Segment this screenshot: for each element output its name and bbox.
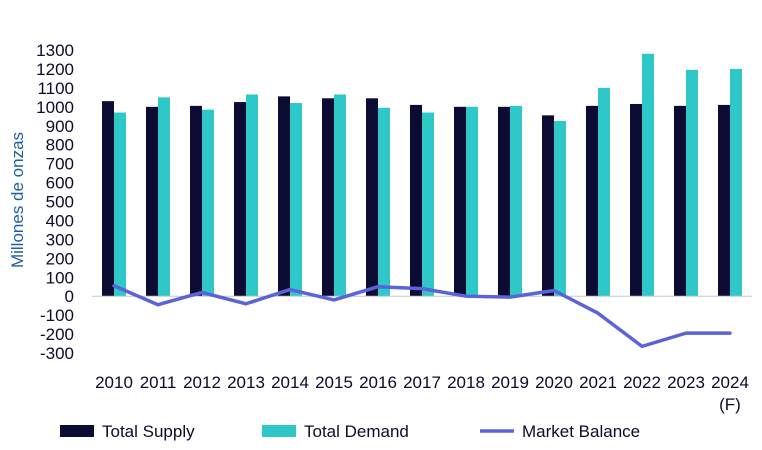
legend-label: Market Balance bbox=[522, 422, 640, 441]
y-tick-label: 900 bbox=[46, 117, 74, 136]
x-tick-label: 2010 bbox=[95, 373, 133, 392]
total-demand-bar bbox=[686, 69, 698, 297]
x-tick-label: 2022 bbox=[623, 373, 661, 392]
x-tick-label: 2011 bbox=[140, 373, 177, 392]
y-tick-label: 400 bbox=[46, 211, 74, 230]
total-demand-bar bbox=[642, 53, 654, 297]
x-axis-ticks: 2010 2011 2012 2013 2014 2015 2016 2017 2018 2019… bbox=[95, 373, 749, 414]
total-supply-bar bbox=[102, 101, 114, 297]
total-demand-bar bbox=[730, 68, 742, 297]
x-tick-label: 2024 bbox=[711, 373, 749, 392]
total-supply-bar bbox=[322, 98, 334, 297]
total-supply-bar bbox=[454, 106, 466, 297]
total-supply-bar bbox=[498, 106, 510, 297]
y-tick-label: 600 bbox=[46, 174, 74, 193]
total-demand-bar bbox=[510, 105, 522, 297]
total-supply-bar bbox=[718, 104, 730, 297]
legend-swatch bbox=[60, 425, 94, 437]
y-axis-ticks: -300-200-1000100200300400500600700800900… bbox=[36, 41, 74, 363]
total-supply-bar bbox=[146, 106, 158, 297]
x-tick-label: 2017 bbox=[403, 373, 441, 392]
bars bbox=[102, 53, 742, 297]
total-supply-bar bbox=[190, 105, 202, 297]
x-tick-label: 2012 bbox=[183, 373, 221, 392]
y-tick-label: -100 bbox=[40, 306, 74, 325]
x-tick-label: 2013 bbox=[227, 373, 265, 392]
total-supply-bar bbox=[278, 96, 290, 297]
x-tick-label: 2023 bbox=[667, 373, 705, 392]
y-tick-label: 0 bbox=[65, 287, 74, 306]
market-balance-line bbox=[112, 284, 732, 349]
x-tick-sublabel: (F) bbox=[719, 395, 741, 414]
legend-label: Total Supply bbox=[102, 422, 195, 441]
x-tick-label: 2020 bbox=[535, 373, 573, 392]
x-tick-label: 2019 bbox=[491, 373, 529, 392]
y-tick-label: 100 bbox=[46, 268, 74, 287]
total-supply-bar bbox=[586, 105, 598, 297]
y-tick-label: 1100 bbox=[37, 79, 74, 98]
total-supply-bar bbox=[234, 102, 246, 297]
total-demand-bar bbox=[158, 97, 170, 297]
total-demand-bar bbox=[290, 103, 302, 297]
y-tick-label: 1300 bbox=[36, 41, 74, 60]
x-tick-label: 2021 bbox=[579, 373, 617, 392]
total-demand-bar bbox=[598, 87, 610, 297]
legend-label: Total Demand bbox=[304, 422, 409, 441]
total-supply-bar bbox=[674, 105, 686, 297]
total-supply-bar bbox=[542, 115, 554, 297]
y-tick-label: 300 bbox=[46, 230, 74, 249]
y-tick-label: -200 bbox=[40, 325, 74, 344]
total-demand-bar bbox=[422, 112, 434, 297]
total-supply-bar bbox=[410, 104, 422, 297]
total-demand-bar bbox=[114, 112, 126, 297]
y-axis-title: Millones de onzas bbox=[8, 132, 27, 268]
legend-item: Total Demand bbox=[262, 422, 409, 441]
legend: Total Supply Total Demand Market Balance bbox=[60, 422, 640, 441]
legend-item: Market Balance bbox=[480, 422, 640, 441]
total-demand-bar bbox=[246, 94, 258, 297]
legend-swatch bbox=[262, 425, 296, 437]
x-tick-label: 2018 bbox=[447, 373, 485, 392]
total-demand-bar bbox=[378, 107, 390, 297]
y-tick-label: 500 bbox=[46, 193, 74, 212]
y-tick-label: 700 bbox=[46, 155, 74, 174]
total-supply-bar bbox=[366, 98, 378, 297]
x-tick-label: 2016 bbox=[359, 373, 397, 392]
x-tick-label: 2015 bbox=[315, 373, 353, 392]
total-demand-bar bbox=[334, 94, 346, 297]
total-demand-bar bbox=[554, 121, 566, 297]
y-tick-label: -300 bbox=[40, 344, 74, 363]
total-demand-bar bbox=[202, 109, 214, 297]
y-tick-label: 1000 bbox=[36, 98, 74, 117]
y-tick-label: 1200 bbox=[36, 60, 74, 79]
total-supply-bar bbox=[630, 103, 642, 297]
market-balance-line-group bbox=[112, 284, 732, 349]
y-tick-label: 200 bbox=[46, 249, 74, 268]
total-demand-bar bbox=[466, 106, 478, 297]
x-tick-label: 2014 bbox=[271, 373, 309, 392]
legend-item: Total Supply bbox=[60, 422, 195, 441]
y-tick-label: 800 bbox=[46, 136, 74, 155]
